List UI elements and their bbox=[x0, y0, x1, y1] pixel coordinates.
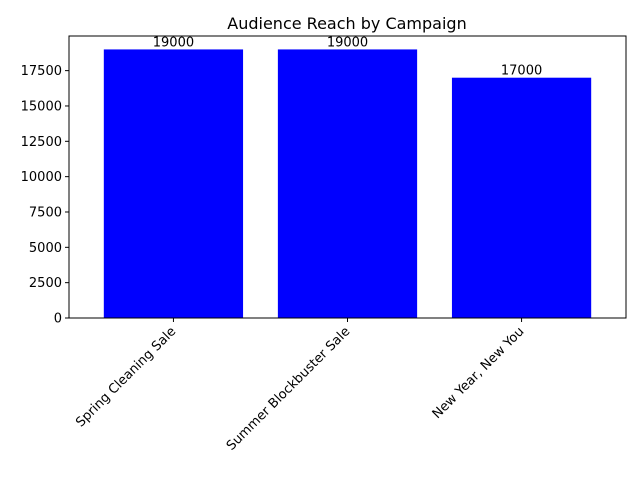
plot-area: 19000 19000 17000 bbox=[68, 35, 627, 319]
y-tick-label-0: 0 bbox=[54, 312, 62, 327]
y-tick-label-5: 12500 bbox=[21, 135, 62, 150]
bar-value-label-1: 19000 bbox=[327, 35, 368, 50]
y-tick-label-3: 7500 bbox=[29, 205, 62, 220]
x-tick-label-2: New Year, New You bbox=[430, 324, 528, 422]
x-tick-label-1: Summer Blockbuster Sale bbox=[224, 324, 353, 453]
y-tick-label-7: 17500 bbox=[21, 64, 62, 79]
bar-2 bbox=[451, 77, 592, 318]
bar-value-label-0: 19000 bbox=[153, 35, 194, 50]
y-axis: 0 2500 5000 7500 10000 12500 15000 17500 bbox=[21, 64, 69, 327]
bar-1 bbox=[277, 49, 418, 319]
y-tick-label-4: 10000 bbox=[21, 170, 62, 185]
y-tick-label-6: 15000 bbox=[21, 99, 62, 114]
x-tick-label-0: Spring Cleaning Sale bbox=[73, 324, 179, 430]
y-tick-label-2: 5000 bbox=[29, 241, 62, 256]
chart-title: Audience Reach by Campaign bbox=[227, 14, 466, 33]
bar-value-label-2: 17000 bbox=[501, 64, 542, 79]
y-tick-label-1: 2500 bbox=[29, 276, 62, 291]
x-axis: Spring Cleaning Sale Summer Blockbuster S… bbox=[73, 318, 527, 454]
bar-0 bbox=[103, 49, 244, 319]
